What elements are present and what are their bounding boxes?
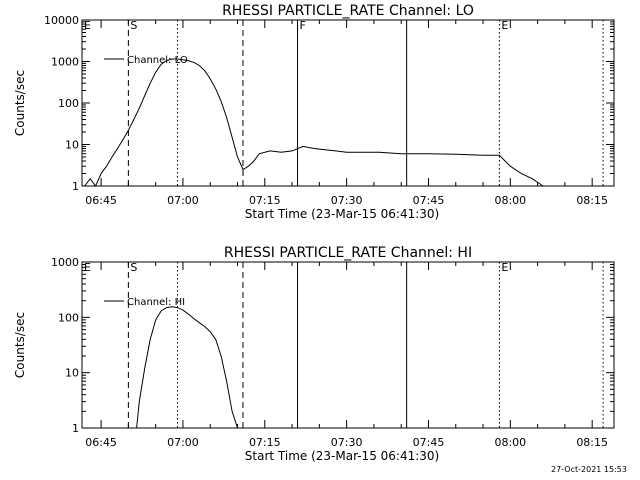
chart1-marker-label: E bbox=[84, 19, 91, 32]
chart1-marker-label: F bbox=[300, 19, 306, 32]
chart1-y-tick-label: 10000 bbox=[44, 14, 79, 27]
chart1-x-tick-label: 06:45 bbox=[85, 194, 117, 207]
chart1-plot-frame bbox=[81, 19, 615, 187]
chart2-y-tick-label: 1000 bbox=[51, 256, 79, 269]
chart2-marker-label: E bbox=[501, 261, 508, 274]
chart2-y-tick-label: 10 bbox=[65, 367, 79, 380]
chart1-marker-label: S bbox=[130, 19, 137, 32]
footer-timestamp: 27-Oct-2021 15:53 bbox=[551, 465, 627, 474]
chart2-x-tick-label: 07:15 bbox=[249, 436, 281, 449]
chart1-y-tick-label: 100 bbox=[58, 97, 79, 110]
chart2-y-tick-label: 1 bbox=[72, 422, 79, 435]
chart2-x-tick-label: 08:15 bbox=[576, 436, 608, 449]
chart2-legend-label: Channel: HI bbox=[127, 297, 185, 308]
chart2-y-tick-label: 100 bbox=[58, 311, 79, 324]
chart2-marker-label: E bbox=[84, 261, 91, 274]
chart1-x-tick-label: 08:15 bbox=[576, 194, 608, 207]
chart1-marker-label: E bbox=[501, 19, 508, 32]
chart1-y-tick-label: 1000 bbox=[51, 56, 79, 69]
chart2-x-tick-label: 07:45 bbox=[413, 436, 445, 449]
chart2-x-tick-label: 07:30 bbox=[331, 436, 363, 449]
chart1-title: RHESSI PARTICLE_RATE Channel: LO bbox=[222, 3, 474, 19]
chart1-series-line bbox=[84, 58, 544, 187]
chart1-y-tick-label: 1 bbox=[72, 180, 79, 193]
chart1-x-tick-label: 07:15 bbox=[249, 194, 281, 207]
chart1-y-axis-label: Counts/sec bbox=[13, 70, 27, 136]
chart2-x-tick-label: 07:00 bbox=[167, 436, 199, 449]
chart2-x-tick-label: 06:45 bbox=[85, 436, 117, 449]
chart1-legend-label: Channel: LO bbox=[127, 55, 188, 66]
chart2-plot-frame bbox=[81, 261, 615, 429]
chart2-y-axis-label: Counts/sec bbox=[13, 312, 27, 378]
chart2-title: RHESSI PARTICLE_RATE Channel: HI bbox=[224, 245, 472, 261]
chart1-x-tick-label: 08:00 bbox=[494, 194, 526, 207]
chart1-x-tick-label: 07:45 bbox=[413, 194, 445, 207]
chart2-x-tick-label: 08:00 bbox=[494, 436, 526, 449]
chart1-y-tick-label: 10 bbox=[65, 139, 79, 152]
chart1-x-tick-label: 07:30 bbox=[331, 194, 363, 207]
chart1-x-axis-label: Start Time (23-Mar-15 06:41:30) bbox=[245, 207, 439, 221]
chart2-x-axis-label: Start Time (23-Mar-15 06:41:30) bbox=[245, 449, 439, 463]
chart2-series-line bbox=[136, 306, 238, 429]
chart2-marker-label: S bbox=[130, 261, 137, 274]
chart1-x-tick-label: 07:00 bbox=[167, 194, 199, 207]
